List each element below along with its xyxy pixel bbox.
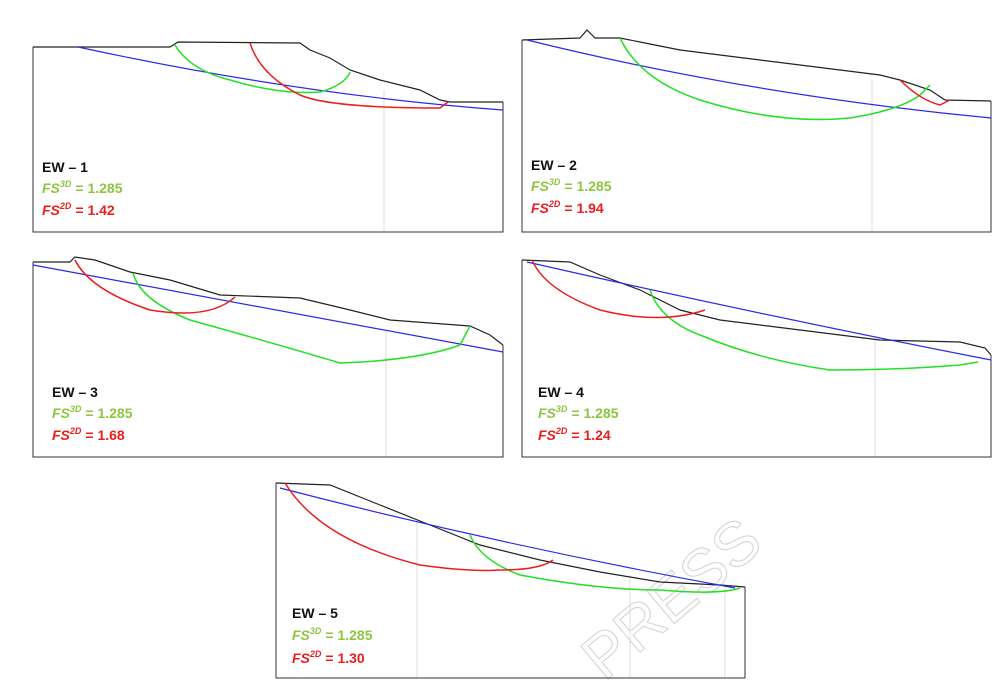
ground-profile bbox=[275, 482, 746, 588]
slip-surface-2d bbox=[899, 79, 951, 106]
watermark: PRESS bbox=[569, 505, 774, 691]
water-table bbox=[526, 261, 992, 361]
panel-name: EW – 4 bbox=[538, 384, 584, 400]
symbol: FS bbox=[292, 650, 311, 666]
fs-3d: FS3D = 1.285 bbox=[52, 404, 133, 421]
slip-surface-2d bbox=[249, 42, 449, 109]
panel-frame bbox=[275, 483, 746, 679]
fs-2d: FS2D = 1.30 bbox=[292, 649, 365, 666]
fs-3d: FS3D = 1.285 bbox=[42, 179, 123, 196]
superscript: 3D bbox=[60, 179, 72, 189]
panel-name: EW – 5 bbox=[292, 605, 338, 621]
superscript: 2D bbox=[555, 426, 568, 436]
slip-surface-3d bbox=[174, 44, 351, 94]
panel-frame bbox=[521, 260, 992, 458]
slip-surface-3d bbox=[619, 37, 931, 121]
water-table bbox=[279, 487, 736, 589]
value: = 1.285 bbox=[571, 405, 618, 421]
slip-surface-3d bbox=[649, 289, 979, 371]
fs-3d: FS3D = 1.285 bbox=[531, 177, 612, 194]
panel-name: EW – 1 bbox=[42, 159, 88, 175]
value: = 1.285 bbox=[325, 627, 372, 643]
ground-profile bbox=[521, 259, 992, 356]
slip-surface-2d bbox=[284, 482, 554, 572]
superscript: 3D bbox=[310, 626, 322, 636]
symbol: FS bbox=[42, 202, 61, 218]
value: = 1.30 bbox=[325, 650, 365, 666]
panel-frame bbox=[32, 262, 504, 458]
ground-profile bbox=[33, 256, 504, 346]
symbol: FS bbox=[292, 627, 311, 643]
panel-frame bbox=[521, 40, 992, 233]
panel-name: EW – 3 bbox=[52, 384, 98, 400]
symbol: FS bbox=[42, 180, 61, 196]
value: = 1.24 bbox=[571, 427, 611, 443]
fs-2d: FS2D = 1.68 bbox=[52, 426, 125, 443]
water-table bbox=[526, 39, 992, 119]
fs-2d: FS2D = 1.94 bbox=[531, 199, 604, 216]
fs-3d: FS3D = 1.285 bbox=[292, 626, 373, 643]
symbol: FS bbox=[531, 178, 550, 194]
panel: EW – 4 FS3D = 1.285 FS2D = 1.24 bbox=[521, 259, 992, 458]
superscript: 2D bbox=[59, 201, 72, 211]
panel: EW – 2 FS3D = 1.285 FS2D = 1.94 bbox=[521, 29, 992, 233]
panel: EW – 1 FS3D = 1.285 FS2D = 1.42 bbox=[32, 41, 504, 233]
symbol: FS bbox=[538, 427, 557, 443]
value: = 1.68 bbox=[85, 427, 125, 443]
slip-surface-2d bbox=[74, 259, 236, 314]
superscript: 2D bbox=[309, 649, 322, 659]
superscript: 2D bbox=[548, 199, 561, 209]
panel: EW – 3 FS3D = 1.285 FS2D = 1.68 bbox=[32, 256, 504, 458]
slip-surface-2d bbox=[531, 259, 706, 319]
panel-frame bbox=[32, 47, 504, 233]
symbol: FS bbox=[52, 405, 71, 421]
panel: EW – 5 FS3D = 1.285 FS2D = 1.30 bbox=[275, 482, 746, 679]
slip-surface-3d bbox=[132, 272, 471, 364]
value: = 1.285 bbox=[564, 178, 611, 194]
superscript: 3D bbox=[549, 177, 561, 187]
fs-2d: FS2D = 1.42 bbox=[42, 201, 115, 218]
value: = 1.285 bbox=[75, 180, 122, 196]
symbol: FS bbox=[52, 427, 71, 443]
superscript: 3D bbox=[70, 404, 82, 414]
value: = 1.285 bbox=[85, 405, 132, 421]
symbol: FS bbox=[531, 200, 550, 216]
panel-name: EW – 2 bbox=[531, 157, 577, 173]
ground-profile bbox=[521, 29, 992, 102]
slip-surface-3d bbox=[469, 534, 741, 593]
fs-2d: FS2D = 1.24 bbox=[538, 426, 611, 443]
superscript: 2D bbox=[69, 426, 82, 436]
value: = 1.42 bbox=[75, 202, 115, 218]
fs-3d: FS3D = 1.285 bbox=[538, 404, 619, 421]
water-table bbox=[77, 46, 504, 111]
symbol: FS bbox=[538, 405, 557, 421]
superscript: 3D bbox=[556, 404, 568, 414]
value: = 1.94 bbox=[564, 200, 604, 216]
water-table bbox=[32, 264, 504, 353]
ground-profile bbox=[33, 41, 503, 103]
